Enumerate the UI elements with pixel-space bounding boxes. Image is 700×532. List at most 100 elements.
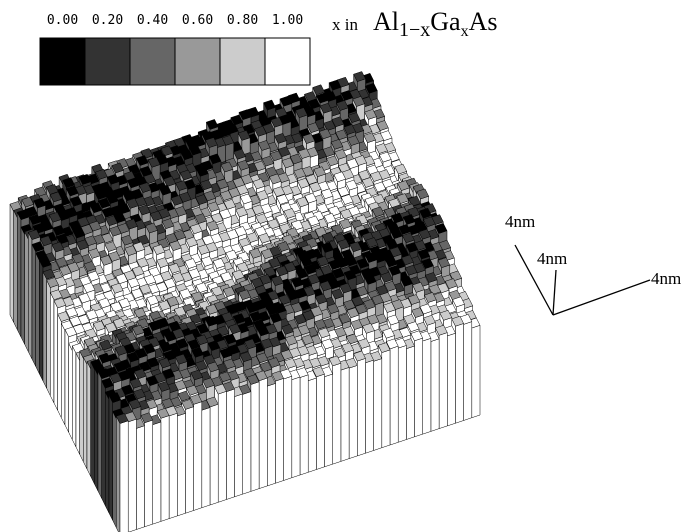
voxel-front (161, 416, 169, 522)
voxel-front (349, 365, 357, 458)
voxel-front (308, 378, 316, 472)
swatch (85, 38, 130, 85)
voxel-front (226, 389, 234, 500)
voxel-side (58, 314, 62, 418)
voxel-front (136, 426, 144, 530)
voxel-side (17, 212, 21, 337)
voxel-side (28, 232, 32, 359)
voxel-front (169, 413, 177, 518)
formula-subscript: 1−x (399, 19, 430, 41)
voxel-front (398, 345, 406, 442)
voxel-front (243, 392, 251, 495)
formula-subscript: x (461, 23, 469, 40)
voxel-side (36, 253, 40, 374)
voxel-side (65, 330, 69, 433)
voxel-front (235, 394, 243, 497)
formula-part: As (469, 7, 498, 36)
voxel-front (300, 375, 308, 475)
voxel-front (325, 374, 333, 467)
voxel-side (50, 292, 54, 403)
tick-label: 0.60 (182, 13, 213, 28)
voxel-side (113, 411, 117, 527)
voxel-side (25, 232, 29, 352)
voxel-side (14, 210, 18, 329)
voxel-front (447, 333, 455, 426)
voxel-front (128, 419, 136, 532)
scale-line (553, 280, 650, 315)
voxel-front (218, 391, 226, 502)
swatch (220, 38, 265, 85)
swatch (130, 38, 175, 85)
voxel-front (406, 346, 414, 440)
voxel-side (43, 272, 47, 388)
voxel-side (83, 357, 87, 469)
voxel-front (120, 421, 128, 532)
tick-label: 0.40 (137, 13, 168, 28)
page: 0.00 0.20 0.40 0.60 0.80 1.00 x in Al1−xGaxAs… (0, 0, 700, 532)
voxel-side (39, 260, 43, 381)
voxel-front (382, 350, 390, 448)
formula-part: Al (373, 7, 399, 36)
voxel-side (102, 381, 106, 506)
voxel-front (186, 407, 194, 514)
voxel-side (61, 323, 65, 425)
voxel-side (54, 301, 58, 411)
voxel-side (80, 351, 84, 462)
voxel-side (98, 371, 102, 498)
voxel-front (357, 358, 365, 456)
voxel-front (316, 374, 324, 469)
voxel-side (105, 392, 109, 513)
scale-label: 4nm (651, 269, 681, 288)
figure: 0.00 0.20 0.40 0.60 0.80 1.00 x in Al1−xGaxAs… (0, 0, 700, 532)
voxel-front (276, 378, 284, 483)
voxel-front (145, 420, 153, 527)
voxel-front (177, 413, 185, 516)
voxel-front (210, 404, 218, 505)
voxel-side (109, 395, 113, 520)
voxel-front (439, 333, 447, 429)
voxel-side (10, 204, 14, 322)
voxel-front (251, 382, 259, 492)
voxel-side (72, 346, 76, 447)
voxel-front (415, 338, 423, 437)
voxel-front (390, 346, 398, 445)
voxel-side (21, 227, 25, 344)
voxel-side (87, 362, 91, 477)
legend: 0.00 0.20 0.40 0.60 0.80 1.00 (40, 13, 310, 85)
voxel-front (202, 408, 210, 508)
voxel-front (341, 367, 349, 461)
swatch (265, 38, 310, 85)
voxel-front (259, 378, 267, 489)
scale-line (553, 270, 556, 315)
voxel-side (69, 343, 73, 439)
voxel-front (431, 339, 439, 432)
voxel-front (374, 359, 382, 451)
tick-label: 0.80 (227, 13, 258, 28)
voxel-front (456, 324, 464, 424)
voxel-front (292, 377, 300, 478)
tick-label: 0.20 (92, 13, 123, 28)
voxel-side (116, 416, 120, 532)
scale-label: 4nm (505, 212, 535, 231)
voxel-front (472, 325, 480, 417)
voxel-front (366, 360, 374, 453)
voxel-side (94, 368, 98, 491)
formula: Al1−xGaxAs (373, 7, 498, 41)
swatch (175, 38, 220, 85)
voxel-front (267, 383, 275, 486)
voxel-side (47, 280, 51, 396)
voxel-front (333, 363, 341, 464)
tick-label: 0.00 (47, 13, 78, 28)
tick-label: 1.00 (272, 13, 303, 28)
voxel-rendering (10, 72, 480, 532)
voxel-front (464, 322, 472, 421)
scale-label: 4nm (537, 249, 567, 268)
legend-caption: x in (332, 15, 358, 34)
swatch (40, 38, 85, 85)
voxel-side (76, 353, 80, 454)
voxel-side (91, 362, 95, 484)
voxel-front (153, 422, 161, 524)
voxel-front (284, 376, 292, 480)
scale-bar (515, 245, 650, 315)
voxel-side (32, 244, 36, 366)
